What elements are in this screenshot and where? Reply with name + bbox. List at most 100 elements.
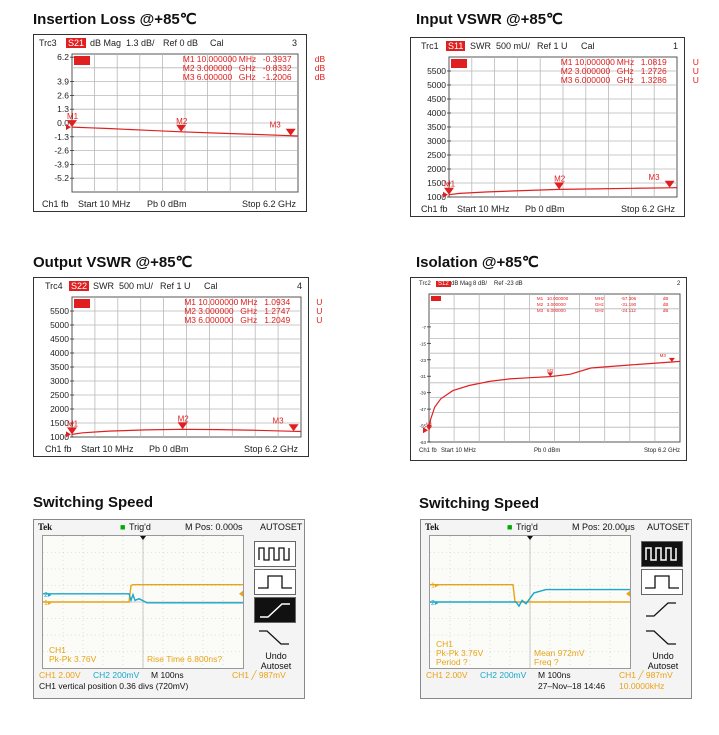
panel-title-insertion-loss: Insertion Loss @+85℃ (33, 11, 197, 28)
y-tick-label: 2500 (50, 390, 69, 400)
y-tick-label: 5500 (50, 306, 69, 316)
marker-row-name: M3 (184, 315, 196, 325)
meas-right-line: Freq ? (534, 657, 559, 667)
ch2-waveform (43, 592, 243, 604)
timebase: M 100ns (151, 670, 184, 680)
marker-label: M2 (178, 414, 190, 423)
marker-row-name: M1 (537, 296, 544, 301)
param-badge: S22 (69, 281, 90, 291)
marker-row-unit: MHz (240, 297, 257, 307)
param-badge: S21 (66, 38, 87, 48)
undo-autoset-button[interactable]: Undo Autoset (246, 651, 306, 671)
ref-arrow (423, 427, 428, 434)
ch1-level-marker: 1▸ (44, 600, 52, 607)
marker-label: M1 (67, 112, 79, 121)
marker-row-value-unit: dB (315, 54, 326, 64)
scale-label: 500 mU/ (496, 41, 531, 51)
timebase: M 100ns (538, 670, 571, 680)
trace-label: Trc4 (45, 281, 63, 291)
wave-button-single[interactable] (254, 569, 296, 595)
ch1-scale: CH1 2.00V (39, 670, 81, 680)
marker-row-value-unit: dB (663, 302, 669, 307)
meas-right-line: Mean 972mV (534, 648, 585, 658)
meas-right: Mean 972mV Freq ? (534, 649, 585, 667)
marker-row-value: -57.306 (621, 296, 637, 301)
ch2-level-marker: 2▸ (44, 592, 52, 599)
marker-label: M3 (660, 353, 667, 358)
scope-waveform-plot: 1▸ 2▸ (430, 536, 630, 668)
meas-left-line: Pk-Pk 3.76V (49, 654, 97, 664)
marker-row-name: M2 (184, 306, 196, 316)
marker-triangle (67, 427, 77, 435)
y-tick-label: 0.0 (57, 118, 69, 128)
channel-label: Ch1 fb (419, 448, 437, 454)
autoset-label: AUTOSET (260, 522, 303, 532)
mpos-label: M Pos: 20.00μs (572, 522, 635, 532)
marker-triangle (426, 426, 432, 431)
trace-label: Trc3 (39, 38, 57, 48)
trigger-status: ■ (507, 522, 513, 532)
scope-header: Tek ■ Trig'd M Pos: 20.00μs AUTOSET (421, 520, 691, 534)
stop-label: Stop 6.2 GHz (242, 199, 297, 209)
vna-footer: Ch1 fb Start 10 MHz Pb 0 dBm Stop 6.2 GH… (34, 442, 308, 456)
y-tick-label: -23 (419, 358, 426, 363)
scope-switching-2: Tek ■ Trig'd M Pos: 20.00μs AUTOSET 1▸ 2▸… (420, 519, 692, 699)
trigger-level-arrow (239, 590, 243, 597)
marker-row-name: M1 (184, 297, 196, 307)
y-tick-label: 3500 (427, 122, 446, 132)
wave-button-fall[interactable] (641, 625, 681, 649)
stop-label: Stop 6.2 GHz (644, 448, 681, 454)
marker-row-name: M1 (561, 57, 573, 67)
ch1-waveform (43, 584, 243, 603)
wave-button-single[interactable] (641, 569, 683, 595)
status-date: 27–Nov–18 14:46 (538, 681, 606, 691)
power-label: Pb 0 dBm (147, 199, 187, 209)
marker-row-value-unit: dB (663, 296, 669, 301)
marker-row-name: M2 (537, 302, 544, 307)
scope-screen: 1▸ 2▸ CH1 Pk-Pk 3.76V Rise Time 6.800ns? (42, 535, 244, 669)
start-label: Start 10 MHz (81, 444, 134, 454)
marker-row-value: -31.190 (621, 302, 637, 307)
active-trace-tag (74, 56, 90, 65)
y-tick-label: 1.3 (57, 104, 69, 114)
marker-row-name: M2 (561, 66, 573, 76)
y-tick-label: 4500 (50, 334, 69, 344)
y-tick-label: -63 (419, 440, 426, 445)
y-tick-label: -47 (419, 407, 426, 412)
wave-button-pulse[interactable] (641, 541, 683, 567)
marker-triangle (444, 187, 454, 195)
undo-autoset-button[interactable]: Undo Autoset (633, 651, 693, 671)
wave-button-rise[interactable] (254, 597, 296, 623)
undo-label: Undo (265, 651, 287, 661)
ref-label: Ref 1 U (160, 281, 191, 291)
meas-left-line: CH1 (49, 645, 67, 655)
marker-row-value: 1.0934 (264, 297, 290, 307)
marker-row-name: M3 (561, 75, 573, 85)
trigger-position-marker (527, 536, 533, 540)
ref-label: Ref 1 U (537, 41, 568, 51)
panel-title-input-vswr: Input VSWR @+85℃ (416, 11, 563, 28)
scope-screen: 1▸ 2▸ CH1 Pk-Pk 3.76V Period ? Mean 972mV… (429, 535, 631, 669)
marker-label: M3 (270, 121, 282, 130)
meas-right: Rise Time 6.800ns? (147, 655, 222, 664)
brand-logo: Tek (425, 522, 440, 532)
ref-label: Ref -23 dB (494, 281, 523, 287)
trace-number: 3 (292, 38, 298, 48)
marker-row-value: 1.2747 (264, 306, 290, 316)
trigger-status: ■ (120, 522, 126, 532)
y-tick-label: 4000 (427, 108, 446, 118)
scale-label: 8 dB/ (473, 281, 488, 287)
ref-arrow (66, 124, 71, 131)
channel-label: Ch1 fb (45, 444, 72, 454)
y-tick-label: 2500 (427, 150, 446, 160)
trace-number: 4 (297, 281, 303, 291)
wave-button-fall[interactable] (254, 625, 294, 649)
y-tick-label: 2000 (427, 164, 446, 174)
marker-row-freq: 6.000000 (197, 72, 233, 82)
wave-button-pulse[interactable] (254, 541, 296, 567)
wave-button-rise[interactable] (641, 597, 681, 621)
autoset-sub-label: Autoset (260, 661, 292, 671)
marker-label: M1 (444, 180, 456, 189)
ch2-scale: CH2 200mV (480, 670, 527, 680)
marker-label: M2 (554, 174, 566, 183)
